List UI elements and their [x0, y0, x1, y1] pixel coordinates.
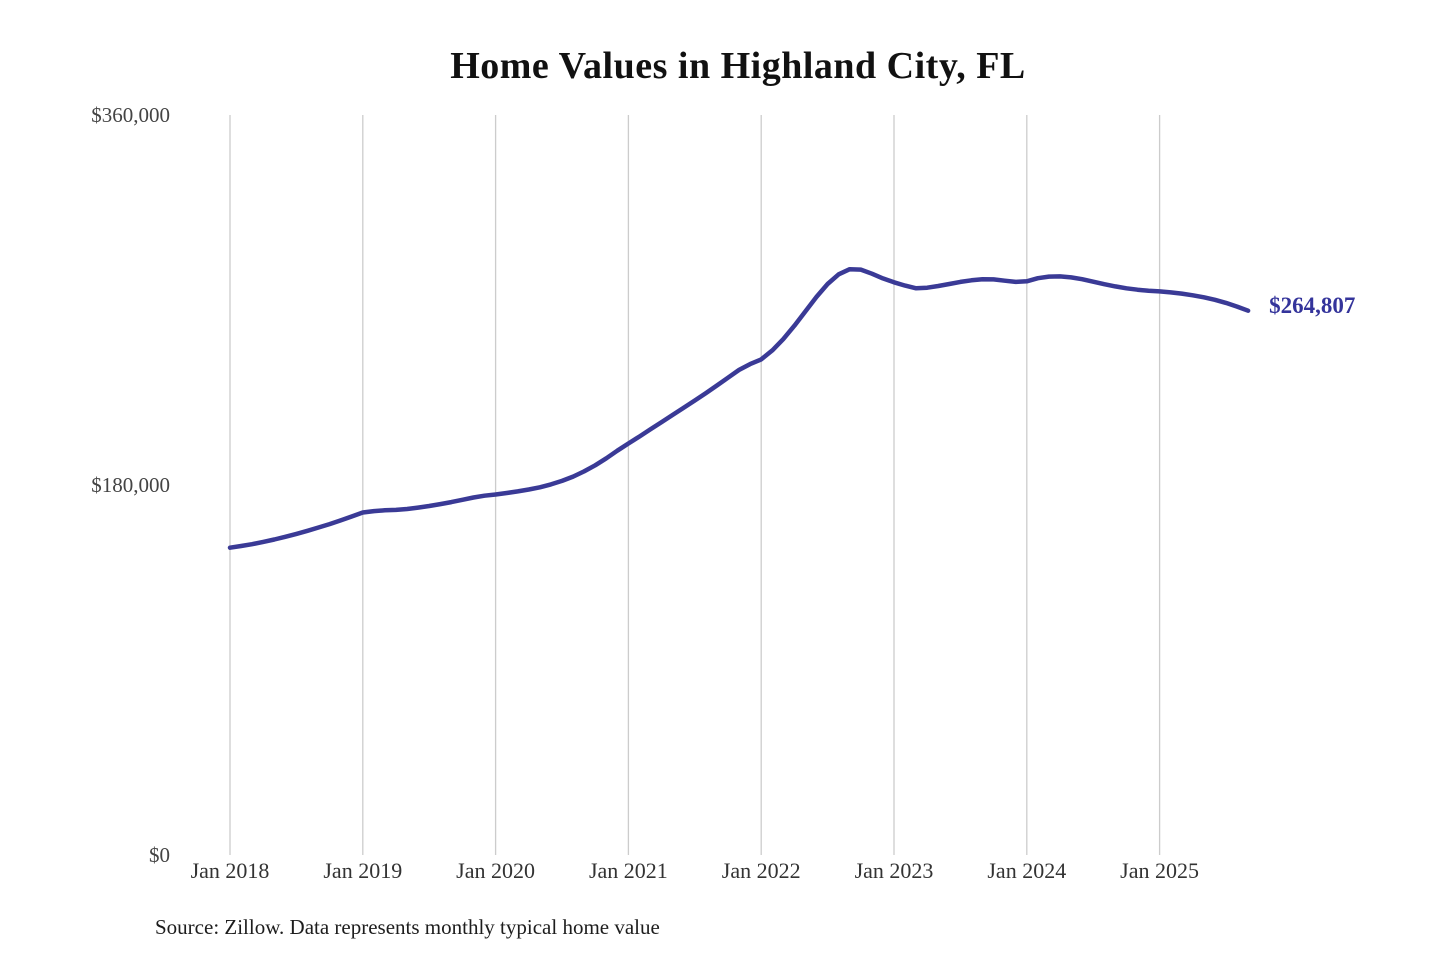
source-note: Source: Zillow. Data represents monthly … [155, 915, 660, 939]
x-tick-label-jan-2025: Jan 2025 [1120, 858, 1199, 883]
home-value-line-series [227, 266, 1251, 550]
y-tick-label--0: $0 [149, 843, 170, 867]
y-tick-label--180-000: $180,000 [91, 473, 170, 497]
chart-title: Home Values in Highland City, FL [450, 45, 1026, 87]
y-tick-label--360-000: $360,000 [91, 103, 170, 127]
x-tick-label-jan-2019: Jan 2019 [323, 858, 403, 883]
x-tick-label-jan-2020: Jan 2020 [456, 858, 535, 883]
x-tick-label-jan-2022: Jan 2022 [721, 858, 801, 883]
latest-value-label: $264,807 [1269, 292, 1356, 318]
year-gridlines [229, 115, 1161, 855]
x-tick-label-jan-2021: Jan 2021 [588, 858, 668, 883]
x-tick-label-jan-2024: Jan 2024 [987, 858, 1067, 883]
x-tick-label-jan-2023: Jan 2023 [854, 858, 934, 883]
x-tick-label-jan-2018: Jan 2018 [190, 858, 270, 883]
